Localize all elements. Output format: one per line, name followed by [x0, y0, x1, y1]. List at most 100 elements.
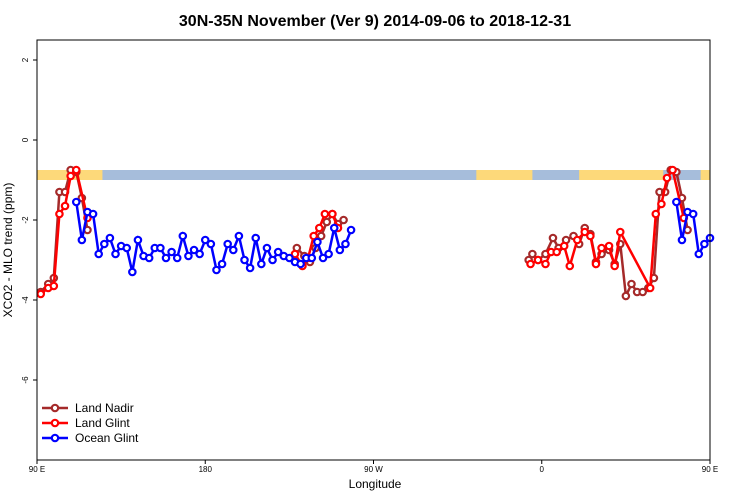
- x-tick-label: 90 W: [364, 465, 383, 474]
- land-band-segment: [476, 170, 533, 180]
- data-point: [71, 165, 81, 175]
- legend-label: Land Nadir: [75, 401, 134, 415]
- x-tick-label: 0: [540, 465, 545, 474]
- data-point: [572, 235, 582, 245]
- data-point: [320, 209, 330, 219]
- data-point: [200, 235, 210, 245]
- land-band-segment: [700, 170, 710, 180]
- data-point: [328, 209, 337, 219]
- data-point: [541, 259, 550, 269]
- y-tick-label: -6: [21, 376, 30, 384]
- data-point: [36, 289, 46, 299]
- data-point: [313, 237, 322, 247]
- data-point: [526, 259, 535, 269]
- data-point: [565, 261, 575, 271]
- legend-marker: [50, 403, 60, 413]
- data-point: [55, 209, 64, 219]
- data-point: [604, 241, 614, 251]
- data-point: [610, 261, 619, 271]
- data-point: [156, 243, 165, 253]
- data-point: [49, 281, 59, 291]
- data-point: [251, 233, 261, 243]
- y-tick-label: 2: [21, 57, 30, 62]
- data-point: [700, 239, 709, 249]
- data-point: [273, 247, 283, 257]
- data-point: [60, 201, 70, 211]
- y-tick-label: 0: [21, 137, 30, 142]
- data-point: [100, 239, 109, 249]
- data-point: [161, 253, 171, 263]
- data-point: [341, 239, 350, 249]
- data-point: [672, 197, 681, 207]
- data-point: [307, 253, 317, 263]
- data-point: [262, 243, 272, 253]
- data-point: [552, 247, 562, 257]
- data-point: [133, 235, 143, 245]
- data-point: [172, 253, 182, 263]
- data-point: [122, 243, 132, 253]
- data-point: [184, 251, 193, 261]
- data-point: [645, 283, 655, 293]
- data-point: [339, 215, 348, 225]
- x-axis-label: Longitude: [349, 477, 402, 491]
- data-point: [559, 241, 569, 251]
- data-point: [94, 249, 103, 259]
- x-tick-label: 90 E: [29, 465, 45, 474]
- data-point: [329, 223, 339, 233]
- data-point: [346, 225, 356, 235]
- data-point: [257, 259, 266, 269]
- legend-label: Ocean Glint: [75, 431, 139, 445]
- data-point: [77, 235, 87, 245]
- data-point: [240, 255, 249, 265]
- data-point: [528, 249, 537, 259]
- data-point: [668, 165, 677, 175]
- data-point: [167, 247, 176, 257]
- ocean-band: [37, 170, 710, 180]
- x-axis: 90 E 180 90 W 0 90 E: [29, 460, 718, 474]
- y-tick-label: -4: [21, 296, 30, 304]
- data-point: [548, 233, 558, 243]
- legend-marker: [50, 433, 60, 443]
- series-ocean-glint: [71, 197, 715, 277]
- data-point: [657, 199, 666, 209]
- data-point: [318, 253, 328, 263]
- data-point: [71, 197, 81, 207]
- data-point: [212, 265, 221, 275]
- data-point: [234, 231, 244, 241]
- data-point: [128, 267, 137, 277]
- data-point: [206, 239, 216, 249]
- data-point: [335, 245, 345, 255]
- data-point: [324, 249, 333, 259]
- data-point: [688, 209, 698, 219]
- x-tick-label: 90 E: [702, 465, 718, 474]
- data-point: [105, 233, 115, 243]
- data-point: [591, 259, 601, 269]
- data-point: [195, 249, 204, 259]
- data-point: [533, 255, 543, 265]
- data-point: [694, 249, 704, 259]
- y-axis: 2 0 -2 -4 -6: [21, 57, 37, 384]
- data-point: [296, 259, 305, 269]
- data-point: [314, 223, 324, 233]
- legend-label: Land Glint: [75, 416, 130, 430]
- data-point: [228, 245, 238, 255]
- data-point: [309, 231, 318, 241]
- data-point: [586, 231, 595, 241]
- data-point: [245, 263, 255, 273]
- y-tick-label: -2: [21, 216, 30, 224]
- data-point: [285, 253, 294, 263]
- data-point: [597, 243, 606, 253]
- y-axis-label: XCO2 - MLO trend (ppm): [1, 183, 15, 318]
- data-point: [627, 279, 636, 289]
- series-land-glint: [36, 165, 689, 299]
- data-point: [638, 287, 648, 297]
- series-layer: [36, 165, 715, 301]
- plot-frame: [36, 39, 711, 461]
- data-point: [111, 249, 120, 259]
- data-point: [144, 253, 154, 263]
- data-point: [662, 173, 672, 183]
- data-point: [223, 239, 232, 249]
- data-point: [217, 259, 227, 269]
